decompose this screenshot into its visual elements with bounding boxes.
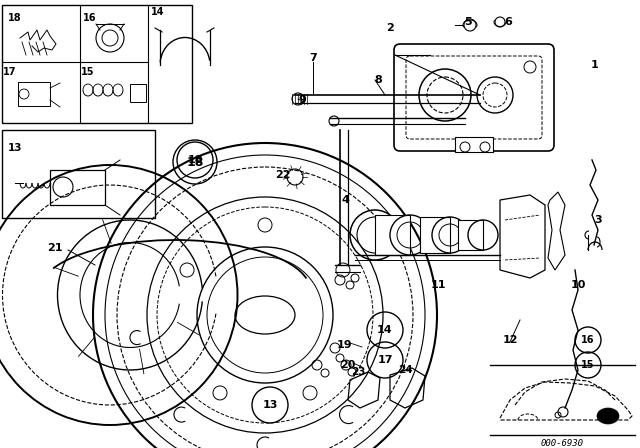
Text: 14: 14 <box>151 7 164 17</box>
Ellipse shape <box>597 408 619 424</box>
Bar <box>455 137 493 152</box>
Text: 13: 13 <box>8 143 22 153</box>
Text: 3: 3 <box>594 215 602 225</box>
Text: 14: 14 <box>377 325 393 335</box>
Text: 2: 2 <box>386 23 394 33</box>
Text: 15: 15 <box>81 67 95 77</box>
Text: 16: 16 <box>581 335 595 345</box>
Bar <box>130 84 146 102</box>
Bar <box>420 217 450 253</box>
Bar <box>458 220 483 250</box>
Text: 8: 8 <box>374 75 382 85</box>
Text: 24: 24 <box>397 365 412 375</box>
Text: 7: 7 <box>309 53 317 63</box>
Text: 18: 18 <box>186 155 204 168</box>
Text: 22: 22 <box>275 170 291 180</box>
Text: 18: 18 <box>188 155 203 165</box>
Bar <box>18 82 50 106</box>
Text: 12: 12 <box>502 335 518 345</box>
Text: 000-6930: 000-6930 <box>541 439 584 448</box>
Text: 21: 21 <box>47 243 63 253</box>
Text: 6: 6 <box>504 17 512 27</box>
Text: 23: 23 <box>351 367 365 377</box>
Bar <box>2 130 155 218</box>
Text: 17: 17 <box>3 67 17 77</box>
Text: 13: 13 <box>262 400 278 410</box>
Text: 17: 17 <box>377 355 393 365</box>
Text: 18: 18 <box>8 13 22 23</box>
Text: 11: 11 <box>430 280 445 290</box>
Text: 4: 4 <box>341 195 349 205</box>
Bar <box>2 5 192 123</box>
Bar <box>375 215 410 255</box>
Text: 10: 10 <box>570 280 586 290</box>
FancyBboxPatch shape <box>394 44 554 151</box>
FancyBboxPatch shape <box>406 56 542 139</box>
Text: 16: 16 <box>83 13 97 23</box>
Text: 20: 20 <box>340 360 356 370</box>
Text: 1: 1 <box>591 60 599 70</box>
Text: 19: 19 <box>337 340 353 350</box>
Text: 9: 9 <box>298 95 306 105</box>
Text: 5: 5 <box>464 17 472 27</box>
Bar <box>50 170 105 205</box>
Text: 15: 15 <box>581 360 595 370</box>
